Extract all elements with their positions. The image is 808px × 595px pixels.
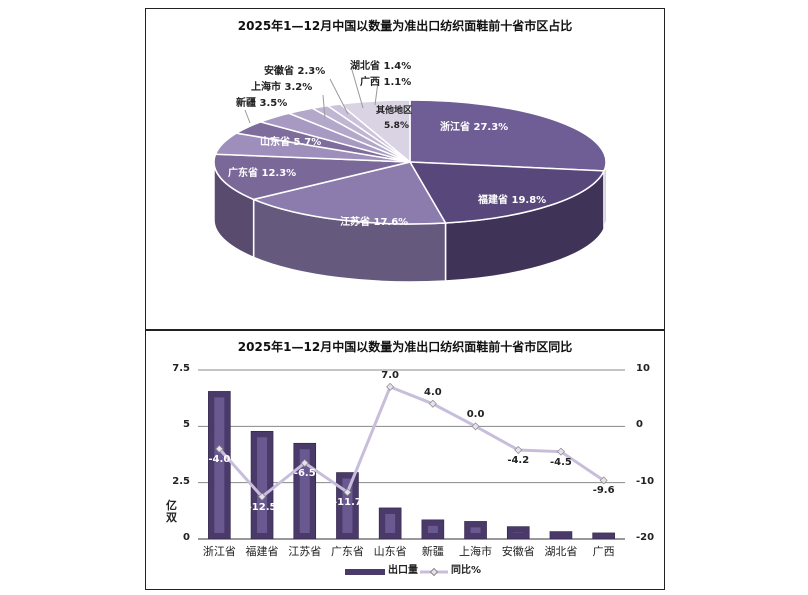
pie-label: 福建省 19.8%	[478, 195, 547, 206]
data-label: -4.5	[550, 456, 572, 468]
pie-label: 新疆 3.5%	[236, 98, 288, 109]
line-marker	[258, 492, 267, 501]
line-marker	[428, 399, 437, 408]
data-label: 7.0	[381, 369, 399, 381]
y-axis-label: 亿双	[166, 499, 177, 524]
pie-label: 江苏省 17.6%	[340, 217, 409, 228]
pie-label: 安徽省 2.3%	[264, 66, 326, 77]
leader-line	[244, 109, 251, 124]
y2-tick-label: 0	[636, 419, 643, 431]
data-label: -6.5	[293, 467, 316, 479]
pie-title: 2025年1—12月中国以数量为准出口纺织面鞋前十省市区占比	[237, 19, 573, 33]
bar-face	[257, 437, 268, 533]
data-label: -4.2	[507, 454, 530, 466]
pie-slice-浙江省	[409, 99, 607, 172]
y-tick-label: 7.5	[172, 363, 190, 374]
pie-label: 湖北省 1.4%	[350, 61, 412, 72]
data-label: 0.0	[466, 409, 485, 421]
bar-face	[299, 449, 310, 533]
data-label: -4.0	[208, 453, 231, 465]
legend-label: 同比%	[451, 565, 482, 576]
legend-label: 出口量	[388, 565, 418, 576]
pie-label: 广西 1.1%	[360, 77, 412, 88]
bar-face	[214, 397, 225, 533]
pie-label: 其他地区	[376, 106, 413, 116]
bar-广西	[592, 532, 615, 540]
y2-tick-label: 10	[636, 363, 650, 374]
data-label: -12.5	[247, 501, 277, 513]
leader-line	[322, 94, 326, 119]
x-tick-label: 福建省	[245, 545, 279, 558]
y-tick-label: 0	[183, 532, 190, 543]
x-tick-label: 江苏省	[288, 545, 322, 558]
bar-title: 2025年1—12月中国以数量为准出口纺织面鞋前十省市区同比	[237, 340, 573, 354]
line-marker	[556, 447, 565, 456]
bar-face	[342, 478, 353, 533]
y-tick-label: 5	[183, 419, 190, 431]
legend-marker	[429, 567, 439, 577]
pie-label: 上海市 3.2%	[251, 82, 313, 93]
pie-slice-福建省	[408, 161, 606, 224]
line-marker	[300, 458, 309, 467]
x-tick-label: 山东省	[373, 545, 407, 558]
bar-face	[385, 513, 396, 533]
line-yoy	[218, 384, 605, 499]
leader-line	[351, 69, 364, 109]
line-marker	[386, 382, 395, 391]
line-marker	[514, 445, 523, 454]
data-label: 4.0	[423, 386, 442, 398]
x-tick-label: 安徽省	[501, 545, 535, 558]
pie-label: 浙江省 27.3%	[440, 122, 509, 133]
data-label: -9.6	[592, 485, 615, 497]
y2-tick-label: -20	[636, 532, 655, 543]
line-marker	[215, 444, 224, 453]
line-marker	[343, 488, 352, 497]
bar-face	[470, 527, 481, 533]
data-label: -11.7	[333, 497, 362, 509]
x-tick-label: 广西	[592, 545, 615, 558]
x-tick-label: 浙江省	[202, 545, 236, 558]
x-tick-label: 新疆	[421, 545, 444, 558]
pie-slice-江苏省	[251, 161, 447, 225]
bar-湖北省	[549, 531, 573, 540]
divider	[145, 329, 665, 331]
legend-bar-swatch	[345, 569, 385, 575]
line-marker	[599, 476, 608, 485]
pie-label: 5.8%	[384, 121, 409, 131]
pie-chart	[213, 69, 607, 283]
x-tick-label: 广东省	[330, 545, 364, 558]
pie-slice-其他地区	[338, 99, 411, 164]
pie-label: 广东省 12.3%	[228, 168, 297, 179]
chart-frame	[145, 8, 665, 590]
x-tick-label: 上海市	[459, 545, 493, 558]
y-tick-label: 2.5	[172, 475, 190, 487]
leader-line	[329, 78, 349, 115]
pie-slice-广东省	[213, 153, 411, 201]
bar-face	[427, 525, 438, 533]
y2-tick-label: -10	[636, 475, 655, 487]
line-marker	[471, 422, 480, 431]
leader-line	[374, 81, 379, 106]
x-tick-label: 湖北省	[544, 545, 578, 558]
pie-label: 山东省 5.7%	[260, 137, 322, 148]
